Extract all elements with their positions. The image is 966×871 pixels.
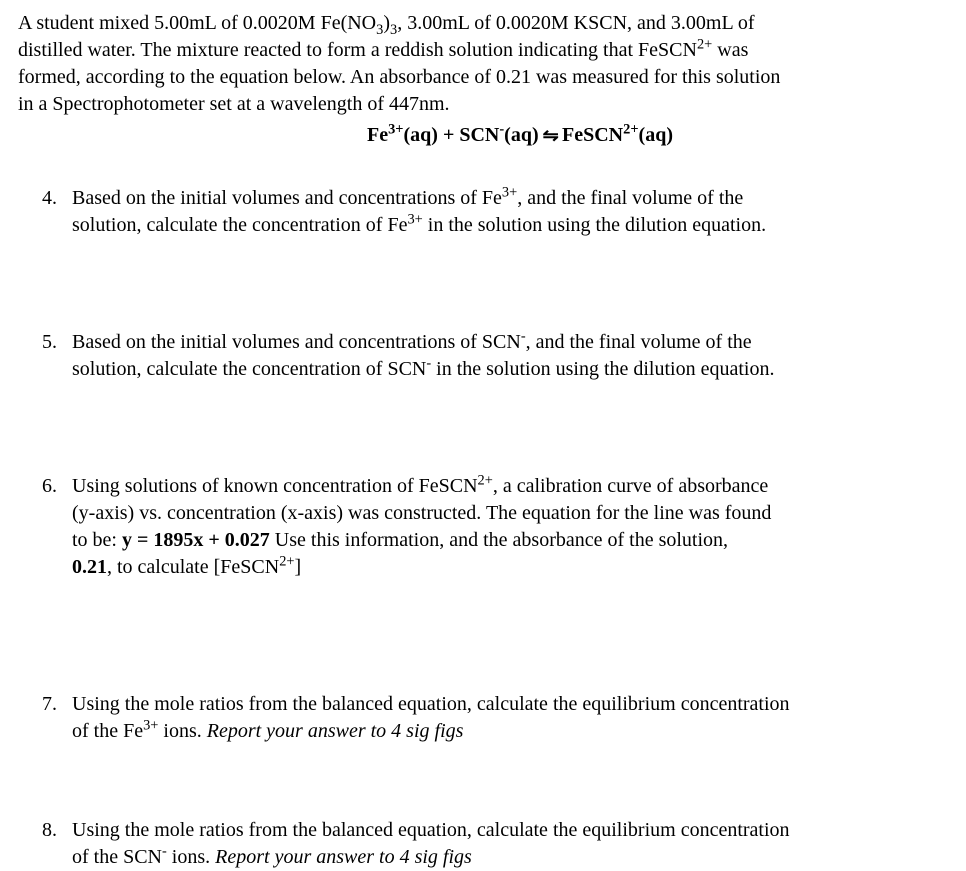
q-line: solution, calculate the concentration of… — [72, 358, 426, 380]
question-number: 5. — [42, 329, 72, 383]
intro-text: in a Spectrophotometer set at a waveleng… — [18, 93, 450, 115]
intro-text: , 3.00mL of 0.0020M KSCN, and 3.00mL of — [397, 12, 754, 34]
intro-text: formed, according to the equation below.… — [18, 66, 780, 88]
q-sup: 2+ — [478, 472, 493, 488]
q-line: solution, calculate the concentration of… — [72, 214, 407, 236]
intro-text: was — [712, 39, 748, 61]
q-line: , and the final volume of the — [517, 187, 743, 209]
question-number: 6. — [42, 473, 72, 581]
q-line: to be: — [72, 529, 122, 551]
q-line: of the SCN — [72, 846, 162, 868]
question-text: Based on the initial volumes and concent… — [72, 329, 942, 383]
eq-sup: 3+ — [388, 121, 403, 137]
question-7: 7. Using the mole ratios from the balanc… — [18, 691, 942, 745]
eq-lhs: Fe — [367, 124, 388, 146]
question-6: 6. Using solutions of known concentratio… — [18, 473, 942, 581]
question-text: Based on the initial volumes and concent… — [72, 185, 942, 239]
question-4: 4. Based on the initial volumes and conc… — [18, 185, 942, 239]
q-line: Using solutions of known concentration o… — [72, 475, 478, 497]
q-line: ions. — [167, 846, 215, 868]
question-8: 8. Using the mole ratios from the balanc… — [18, 817, 942, 871]
q-line: of the Fe — [72, 720, 143, 742]
q-instruction: Report your answer to 4 sig figs — [215, 846, 472, 868]
q-line: Using the mole ratios from the balanced … — [72, 819, 790, 841]
q-instruction: Report your answer to 4 sig figs — [207, 720, 464, 742]
question-text: Using solutions of known concentration o… — [72, 473, 942, 581]
question-number: 4. — [42, 185, 72, 239]
q-line: , a calibration curve of absorbance — [493, 475, 768, 497]
intro-paragraph: A student mixed 5.00mL of 0.0020M Fe(NO3… — [18, 10, 942, 118]
question-text: Using the mole ratios from the balanced … — [72, 817, 942, 871]
intro-text: ) — [383, 12, 390, 34]
q-sup: 2+ — [279, 553, 294, 569]
q-line: ] — [295, 556, 302, 578]
eq-text: (aq) + SCN — [404, 124, 500, 146]
eq-sup: 2+ — [623, 121, 638, 137]
intro-text: distilled water. The mixture reacted to … — [18, 39, 697, 61]
q-line: , and the final volume of the — [526, 331, 752, 353]
eq-text: (aq) — [504, 124, 543, 146]
q-sup: 3+ — [407, 211, 422, 227]
intro-sup: 2+ — [697, 36, 712, 52]
q-line: Based on the initial volumes and concent… — [72, 331, 521, 353]
eq-text: (aq) — [639, 124, 673, 146]
q-line: Based on the initial volumes and concent… — [72, 187, 502, 209]
chemical-equation: Fe3+(aq) + SCN-(aq) ⇋ FeSCN2+(aq) — [18, 122, 942, 149]
question-5: 5. Based on the initial volumes and conc… — [18, 329, 942, 383]
question-text: Using the mole ratios from the balanced … — [72, 691, 942, 745]
question-number: 8. — [42, 817, 72, 871]
question-number: 7. — [42, 691, 72, 745]
equilibrium-arrow-icon: ⇋ — [542, 126, 558, 148]
intro-text: A student mixed 5.00mL of 0.0020M Fe(NO — [18, 12, 376, 34]
q-value: 0.21 — [72, 556, 107, 578]
q-line: ions. — [158, 720, 206, 742]
q-sup: 3+ — [502, 184, 517, 200]
q-line: , to calculate [FeSCN — [107, 556, 279, 578]
eq-text: FeSCN — [557, 124, 623, 146]
q-equation: y = 1895x + 0.027 — [122, 529, 270, 551]
q-line: Using the mole ratios from the balanced … — [72, 693, 790, 715]
q-sup: 3+ — [143, 717, 158, 733]
q-line: Use this information, and the absorbance… — [270, 529, 728, 551]
q-line: (y-axis) vs. concentration (x-axis) was … — [72, 502, 771, 524]
q-line: in the solution using the dilution equat… — [423, 214, 766, 236]
q-line: in the solution using the dilution equat… — [431, 358, 774, 380]
